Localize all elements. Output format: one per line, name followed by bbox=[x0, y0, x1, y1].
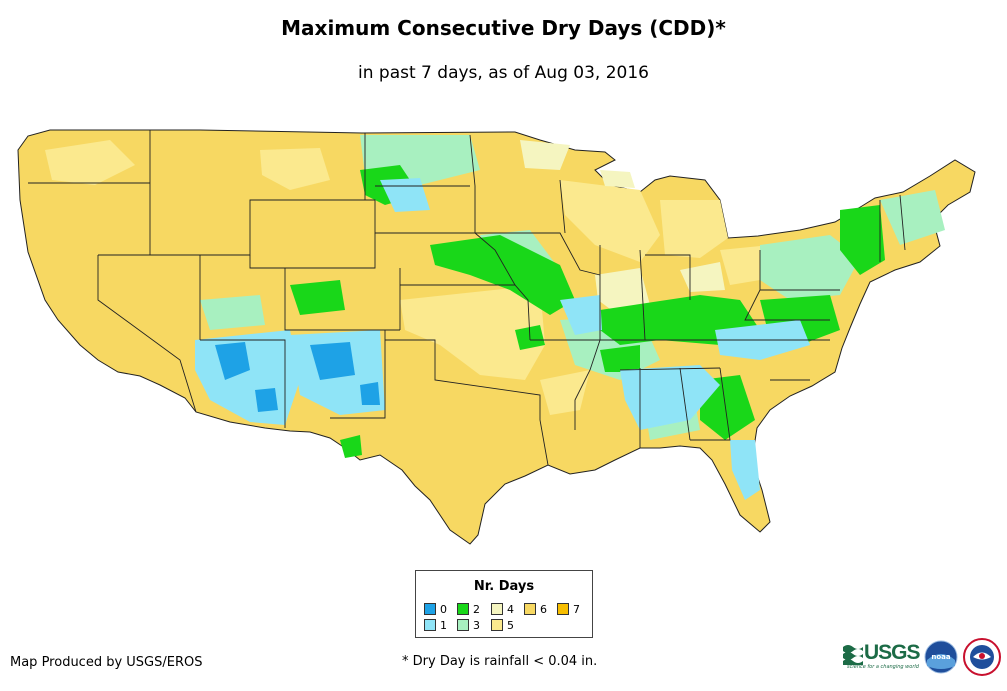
noaa-text: noaa bbox=[931, 653, 951, 661]
legend-item-0: 0 bbox=[424, 603, 447, 616]
us-dry-days-map bbox=[17, 129, 976, 545]
legend-label: 0 bbox=[440, 603, 447, 616]
legend-item-1: 1 bbox=[424, 619, 447, 632]
legend-item-2: 2 bbox=[457, 603, 480, 616]
legend-swatch bbox=[557, 603, 569, 615]
legend-item-3: 3 bbox=[457, 619, 480, 632]
zone-light-yellow bbox=[45, 140, 770, 415]
legend-swatch bbox=[424, 619, 436, 631]
legend-swatch bbox=[524, 603, 536, 615]
legend-swatch bbox=[424, 603, 436, 615]
usgs-wave-icon bbox=[843, 645, 863, 665]
dry-day-footnote: * Dry Day is rainfall < 0.04 in. bbox=[402, 654, 598, 669]
legend-swatch bbox=[457, 619, 469, 631]
zone-blue bbox=[215, 342, 380, 412]
legend-swatch bbox=[457, 603, 469, 615]
usgs-logo: USGS science for a changing world bbox=[843, 640, 921, 670]
legend-label: 2 bbox=[473, 603, 480, 616]
usgs-wordmark: USGS bbox=[864, 641, 921, 664]
legend-label: 6 bbox=[540, 603, 547, 616]
noaa-logo: noaa bbox=[924, 640, 958, 674]
legend-title: Nr. Days bbox=[473, 579, 535, 594]
legend-item-5: 5 bbox=[491, 619, 514, 632]
nws-logo bbox=[963, 638, 1001, 676]
legend-label: 3 bbox=[473, 619, 480, 632]
zone-pale-yellow bbox=[520, 140, 725, 315]
map-title: Maximum Consecutive Dry Days (CDD)* bbox=[281, 16, 726, 40]
legend-item-6: 6 bbox=[524, 603, 547, 616]
legend-item-4: 4 bbox=[491, 603, 514, 616]
legend-label: 7 bbox=[573, 603, 580, 616]
legend: Nr. Days 0 1 2 3 4 5 6 7 bbox=[415, 570, 593, 638]
legend-label: 5 bbox=[507, 619, 514, 632]
legend-label: 4 bbox=[507, 603, 514, 616]
state-boundaries bbox=[28, 130, 906, 466]
legend-item-7: 7 bbox=[557, 603, 580, 616]
usgs-tagline: science for a changing world bbox=[847, 664, 919, 670]
legend-swatch bbox=[491, 619, 503, 631]
legend-swatch bbox=[491, 603, 503, 615]
map-subtitle: in past 7 days, as of Aug 03, 2016 bbox=[358, 63, 649, 83]
map-credit: Map Produced by USGS/EROS bbox=[10, 655, 203, 670]
legend-label: 1 bbox=[440, 619, 447, 632]
